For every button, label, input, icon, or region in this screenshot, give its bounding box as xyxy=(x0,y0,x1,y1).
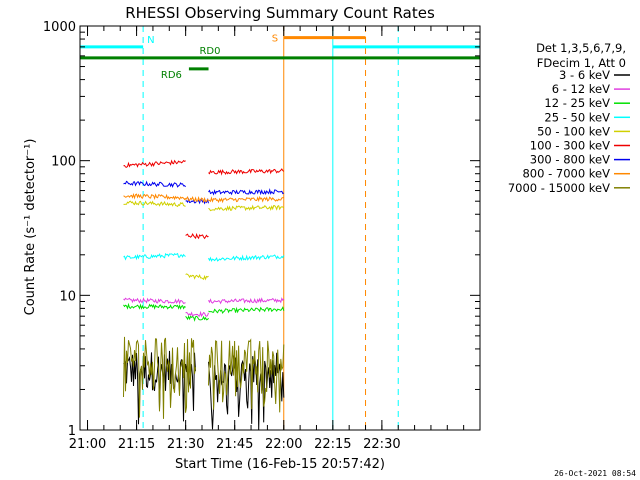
chart-title: RHESSI Observing Summary Count Rates xyxy=(125,4,435,22)
x-tick-label-4: 22:00 xyxy=(265,437,302,452)
series-7-segment-2 xyxy=(208,195,284,204)
series-3 xyxy=(123,252,285,262)
legend-entry-6: 300 - 800 keV xyxy=(530,153,610,167)
flag-label-rd6: RD6 xyxy=(161,70,182,81)
series-7 xyxy=(123,192,284,204)
flag-label-rd0: RD0 xyxy=(199,46,220,57)
x-tick-label-5: 22:15 xyxy=(314,437,351,452)
legend-entry-8: 7000 - 15000 keV xyxy=(508,181,610,195)
flag-label-n: N xyxy=(147,35,154,46)
series-6-segment-2 xyxy=(208,188,285,196)
series-5-segment-2 xyxy=(208,168,285,176)
x-tick-label-2: 21:30 xyxy=(167,437,204,452)
series-8-segment-0 xyxy=(123,336,196,419)
legend-header-1: FDecim 1, Att 0 xyxy=(537,56,626,70)
legend-entry-2: 12 - 25 keV xyxy=(544,96,610,110)
series-1 xyxy=(123,297,285,318)
legend-entry-5: 100 - 300 keV xyxy=(530,139,610,153)
series-2-segment-0 xyxy=(123,302,186,310)
legend-entry-7: 800 - 7000 keV xyxy=(522,167,610,181)
x-tick-label-1: 21:15 xyxy=(118,437,155,452)
series-2-segment-2 xyxy=(208,306,285,315)
series-2-segment-1 xyxy=(185,315,209,322)
plot-area: N RD6 RD0 S xyxy=(79,26,480,430)
series-4-segment-0 xyxy=(123,200,186,208)
series-2 xyxy=(123,302,285,322)
y-tick-label-2: 100 xyxy=(51,155,76,170)
legend-entry-0: 3 - 6 keV xyxy=(559,68,610,82)
flag-label-s: S xyxy=(272,34,278,45)
x-axis-label: Start Time (16-Feb-15 20:57:42) xyxy=(175,457,385,472)
series-3-segment-0 xyxy=(123,252,186,261)
series-1-segment-1 xyxy=(185,310,209,318)
legend-header-0: Det 1,3,5,6,7,9, xyxy=(536,41,626,55)
series-5-segment-0 xyxy=(123,159,186,168)
series-7-segment-0 xyxy=(123,192,186,201)
legend: Det 1,3,5,6,7,9,FDecim 1, Att 03 - 6 keV… xyxy=(508,41,630,195)
y-tick-label-3: 1000 xyxy=(43,20,76,35)
x-tick-label-6: 22:30 xyxy=(363,437,400,452)
series-5-segment-1 xyxy=(185,232,209,240)
legend-entry-1: 6 - 12 keV xyxy=(552,82,610,96)
series-0-segment-1 xyxy=(208,352,285,430)
legend-entry-4: 50 - 100 keV xyxy=(537,124,610,138)
y-tick-label-1: 10 xyxy=(59,289,76,304)
series-7-segment-1 xyxy=(185,196,209,204)
series-6-segment-0 xyxy=(123,180,186,188)
axes: 1 10 100 1000 21:00 21:15 21:30 21:45 22:00 22:15… xyxy=(43,20,481,452)
series-8 xyxy=(123,336,285,419)
x-tick-label-0: 21:00 xyxy=(69,437,106,452)
series-1-segment-0 xyxy=(123,297,186,305)
series-4 xyxy=(123,200,285,281)
series-1-segment-2 xyxy=(208,297,285,305)
y-axis-label: Count Rate (s⁻¹ detector⁻¹) xyxy=(23,139,38,316)
plot-frame xyxy=(79,25,481,431)
series-8-segment-1 xyxy=(208,338,285,413)
series-3-segment-1 xyxy=(208,254,285,262)
x-tick-label-3: 21:45 xyxy=(216,437,253,452)
series-4-segment-1 xyxy=(185,273,209,281)
timestamp: 26-Oct-2021 08:54 xyxy=(554,469,636,478)
y-tick-label-0: 1 xyxy=(68,424,76,439)
series-4-segment-2 xyxy=(208,204,285,212)
legend-entry-3: 25 - 50 keV xyxy=(544,110,610,124)
series-5 xyxy=(123,159,285,240)
